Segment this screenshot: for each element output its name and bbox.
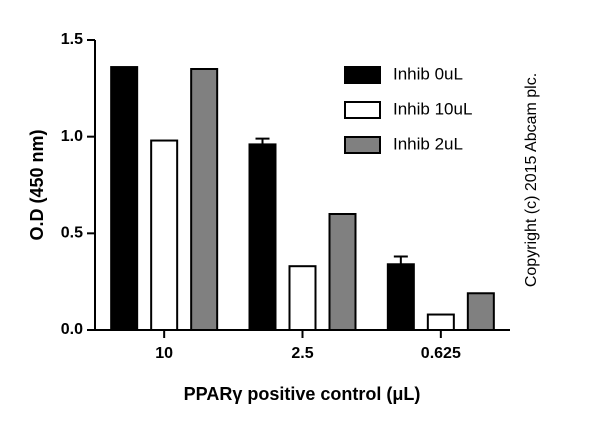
y-tick-label: 1.5 xyxy=(61,31,83,48)
bar xyxy=(328,213,357,331)
x-axis-label: PPARγ positive control (μL) xyxy=(184,384,421,404)
legend-swatch xyxy=(344,66,381,84)
bar xyxy=(466,292,495,331)
x-tick-label: 0.625 xyxy=(421,345,461,362)
legend-label: Inhib 10uL xyxy=(393,99,472,118)
copyright: Copyright (c) 2015 Abcam plc. xyxy=(523,73,540,287)
bar xyxy=(110,66,139,331)
legend-label: Inhib 2uL xyxy=(393,134,463,153)
bar xyxy=(426,313,455,331)
bar xyxy=(386,263,415,331)
y-tick-label: 0.0 xyxy=(61,321,83,338)
x-tick-label: 2.5 xyxy=(291,345,313,362)
x-tick-label: 10 xyxy=(155,345,173,362)
legend-swatch xyxy=(344,136,381,154)
bar xyxy=(248,143,277,331)
bar xyxy=(190,68,219,331)
error-bar xyxy=(393,255,408,265)
y-tick-label: 1.0 xyxy=(61,128,83,145)
legend-label: Inhib 0uL xyxy=(393,64,463,83)
legend-swatch xyxy=(344,101,381,119)
bar xyxy=(150,139,179,331)
bar xyxy=(288,265,317,332)
y-axis-label: O.D (450 nm) xyxy=(27,129,47,240)
y-tick-label: 0.5 xyxy=(61,225,83,242)
